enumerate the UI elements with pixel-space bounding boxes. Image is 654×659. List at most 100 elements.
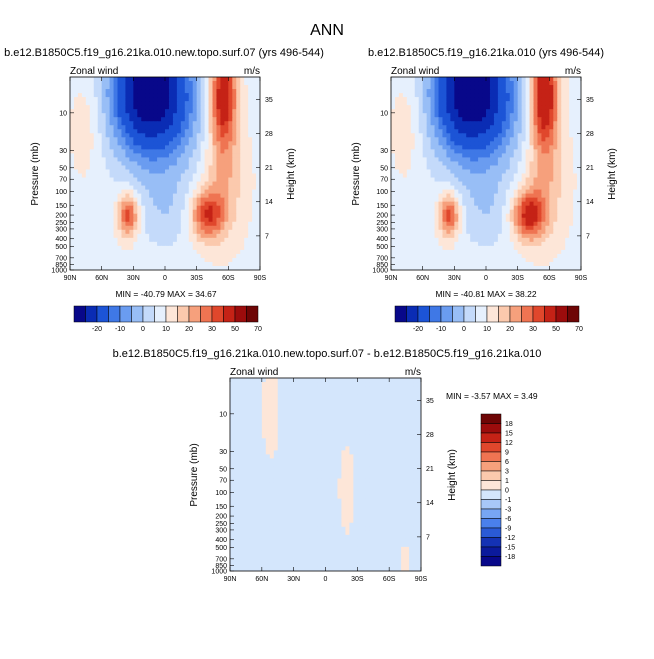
left-field-cell xyxy=(165,206,170,211)
left-field-cell xyxy=(153,97,158,102)
right-field-cell xyxy=(534,178,539,183)
right-field-cell xyxy=(514,226,519,231)
left-field-cell xyxy=(173,97,178,102)
panel-diff-field xyxy=(230,378,422,572)
left-field-cell xyxy=(157,210,162,215)
left-field-cell xyxy=(209,157,214,162)
left-field-cell xyxy=(197,97,202,102)
right-field-cell xyxy=(478,169,483,174)
right-field-cell xyxy=(545,109,550,114)
right-field-cell xyxy=(498,238,503,243)
left-field-cell xyxy=(137,89,142,94)
right-field-cell xyxy=(526,89,531,94)
left-field-cell xyxy=(141,89,146,94)
right-field-cell xyxy=(423,246,428,251)
right-field-cell xyxy=(565,141,570,146)
right-field-cell xyxy=(545,165,550,170)
right-field-cell xyxy=(522,121,527,126)
right-field-cell xyxy=(395,109,400,114)
right-field-cell xyxy=(435,182,440,187)
right-field-cell xyxy=(419,222,424,227)
right-field-cell xyxy=(569,218,574,223)
right-colorbar-box xyxy=(453,306,465,322)
left-field-cell xyxy=(94,206,99,211)
left-field-cell xyxy=(149,246,154,251)
right-colorbar-label: 0 xyxy=(462,326,466,333)
right-field-cell xyxy=(415,178,420,183)
right-field-cell xyxy=(419,198,424,203)
left-field-cell xyxy=(110,238,115,243)
left-field-cell xyxy=(82,238,87,243)
left-field-cell xyxy=(129,198,134,203)
right-field-cell xyxy=(431,214,436,219)
left-field-cell xyxy=(197,174,202,179)
left-field-cell xyxy=(193,93,198,98)
left-field-cell xyxy=(209,250,214,255)
left-field-cell xyxy=(106,101,111,106)
right-field-cell xyxy=(494,178,499,183)
right-field-cell xyxy=(486,105,491,110)
right-field-cell xyxy=(526,262,531,267)
right-field-cell xyxy=(482,133,487,138)
left-field-cell xyxy=(157,81,162,86)
left-field-cell xyxy=(189,226,194,231)
left-field-cell xyxy=(209,105,214,110)
right-field-cell xyxy=(423,234,428,239)
left-field-cell xyxy=(228,198,233,203)
left-field-cell xyxy=(90,206,95,211)
left-field-cell xyxy=(252,153,257,158)
left-field-cell xyxy=(228,125,233,130)
left-field-cell xyxy=(141,149,146,154)
right-field-cell xyxy=(411,194,416,199)
right-field-cell xyxy=(450,222,455,227)
right-field-cell xyxy=(423,222,428,227)
right-field-cell xyxy=(450,157,455,162)
right-field-cell xyxy=(466,145,471,150)
left-field-cell xyxy=(110,101,115,106)
left-field-cell xyxy=(224,93,229,98)
right-field-cell xyxy=(458,226,463,231)
right-field-cell xyxy=(419,89,424,94)
left-field-cell xyxy=(216,254,221,259)
left-field-cell xyxy=(201,129,206,134)
right-field-cell xyxy=(530,262,535,267)
diff-field-cell xyxy=(230,394,235,399)
right-field-cell xyxy=(423,202,428,207)
diff-field-cell xyxy=(238,394,243,399)
left-field-cell xyxy=(165,153,170,158)
left-field-cell xyxy=(165,210,170,215)
right-field-cell xyxy=(522,105,527,110)
right-field-cell xyxy=(427,238,432,243)
left-field-cell xyxy=(201,105,206,110)
left-field-cell xyxy=(240,109,245,114)
right-field-cell xyxy=(549,246,554,251)
right-field-cell xyxy=(435,117,440,122)
left-field-cell xyxy=(157,174,162,179)
diff-field-cell xyxy=(290,382,295,387)
right-field-cell xyxy=(549,105,554,110)
right-field-cell xyxy=(407,93,412,98)
right-field-cell xyxy=(439,77,444,82)
right-field-cell xyxy=(506,141,511,146)
left-field-cell xyxy=(236,133,241,138)
left-field-cell xyxy=(153,206,158,211)
right-field-cell xyxy=(415,153,420,158)
left-field-cell xyxy=(114,153,119,158)
right-field-cell xyxy=(391,133,396,138)
left-field-cell xyxy=(153,238,158,243)
left-colorbar-label: 70 xyxy=(254,326,262,333)
left-field-cell xyxy=(213,89,218,94)
left-field-cell xyxy=(129,157,134,162)
diff-field-cell xyxy=(409,386,414,391)
left-field-cell xyxy=(181,194,186,199)
left-field-cell xyxy=(209,226,214,231)
right-field-cell xyxy=(565,101,570,106)
left-field-cell xyxy=(102,165,107,170)
left-field-cell xyxy=(86,206,91,211)
left-field-cell xyxy=(133,194,138,199)
right-field-cell xyxy=(474,182,479,187)
right-field-cell xyxy=(399,206,404,211)
left-field-cell xyxy=(157,214,162,219)
right-field-cell xyxy=(518,137,523,142)
left-field-cell xyxy=(78,186,83,191)
